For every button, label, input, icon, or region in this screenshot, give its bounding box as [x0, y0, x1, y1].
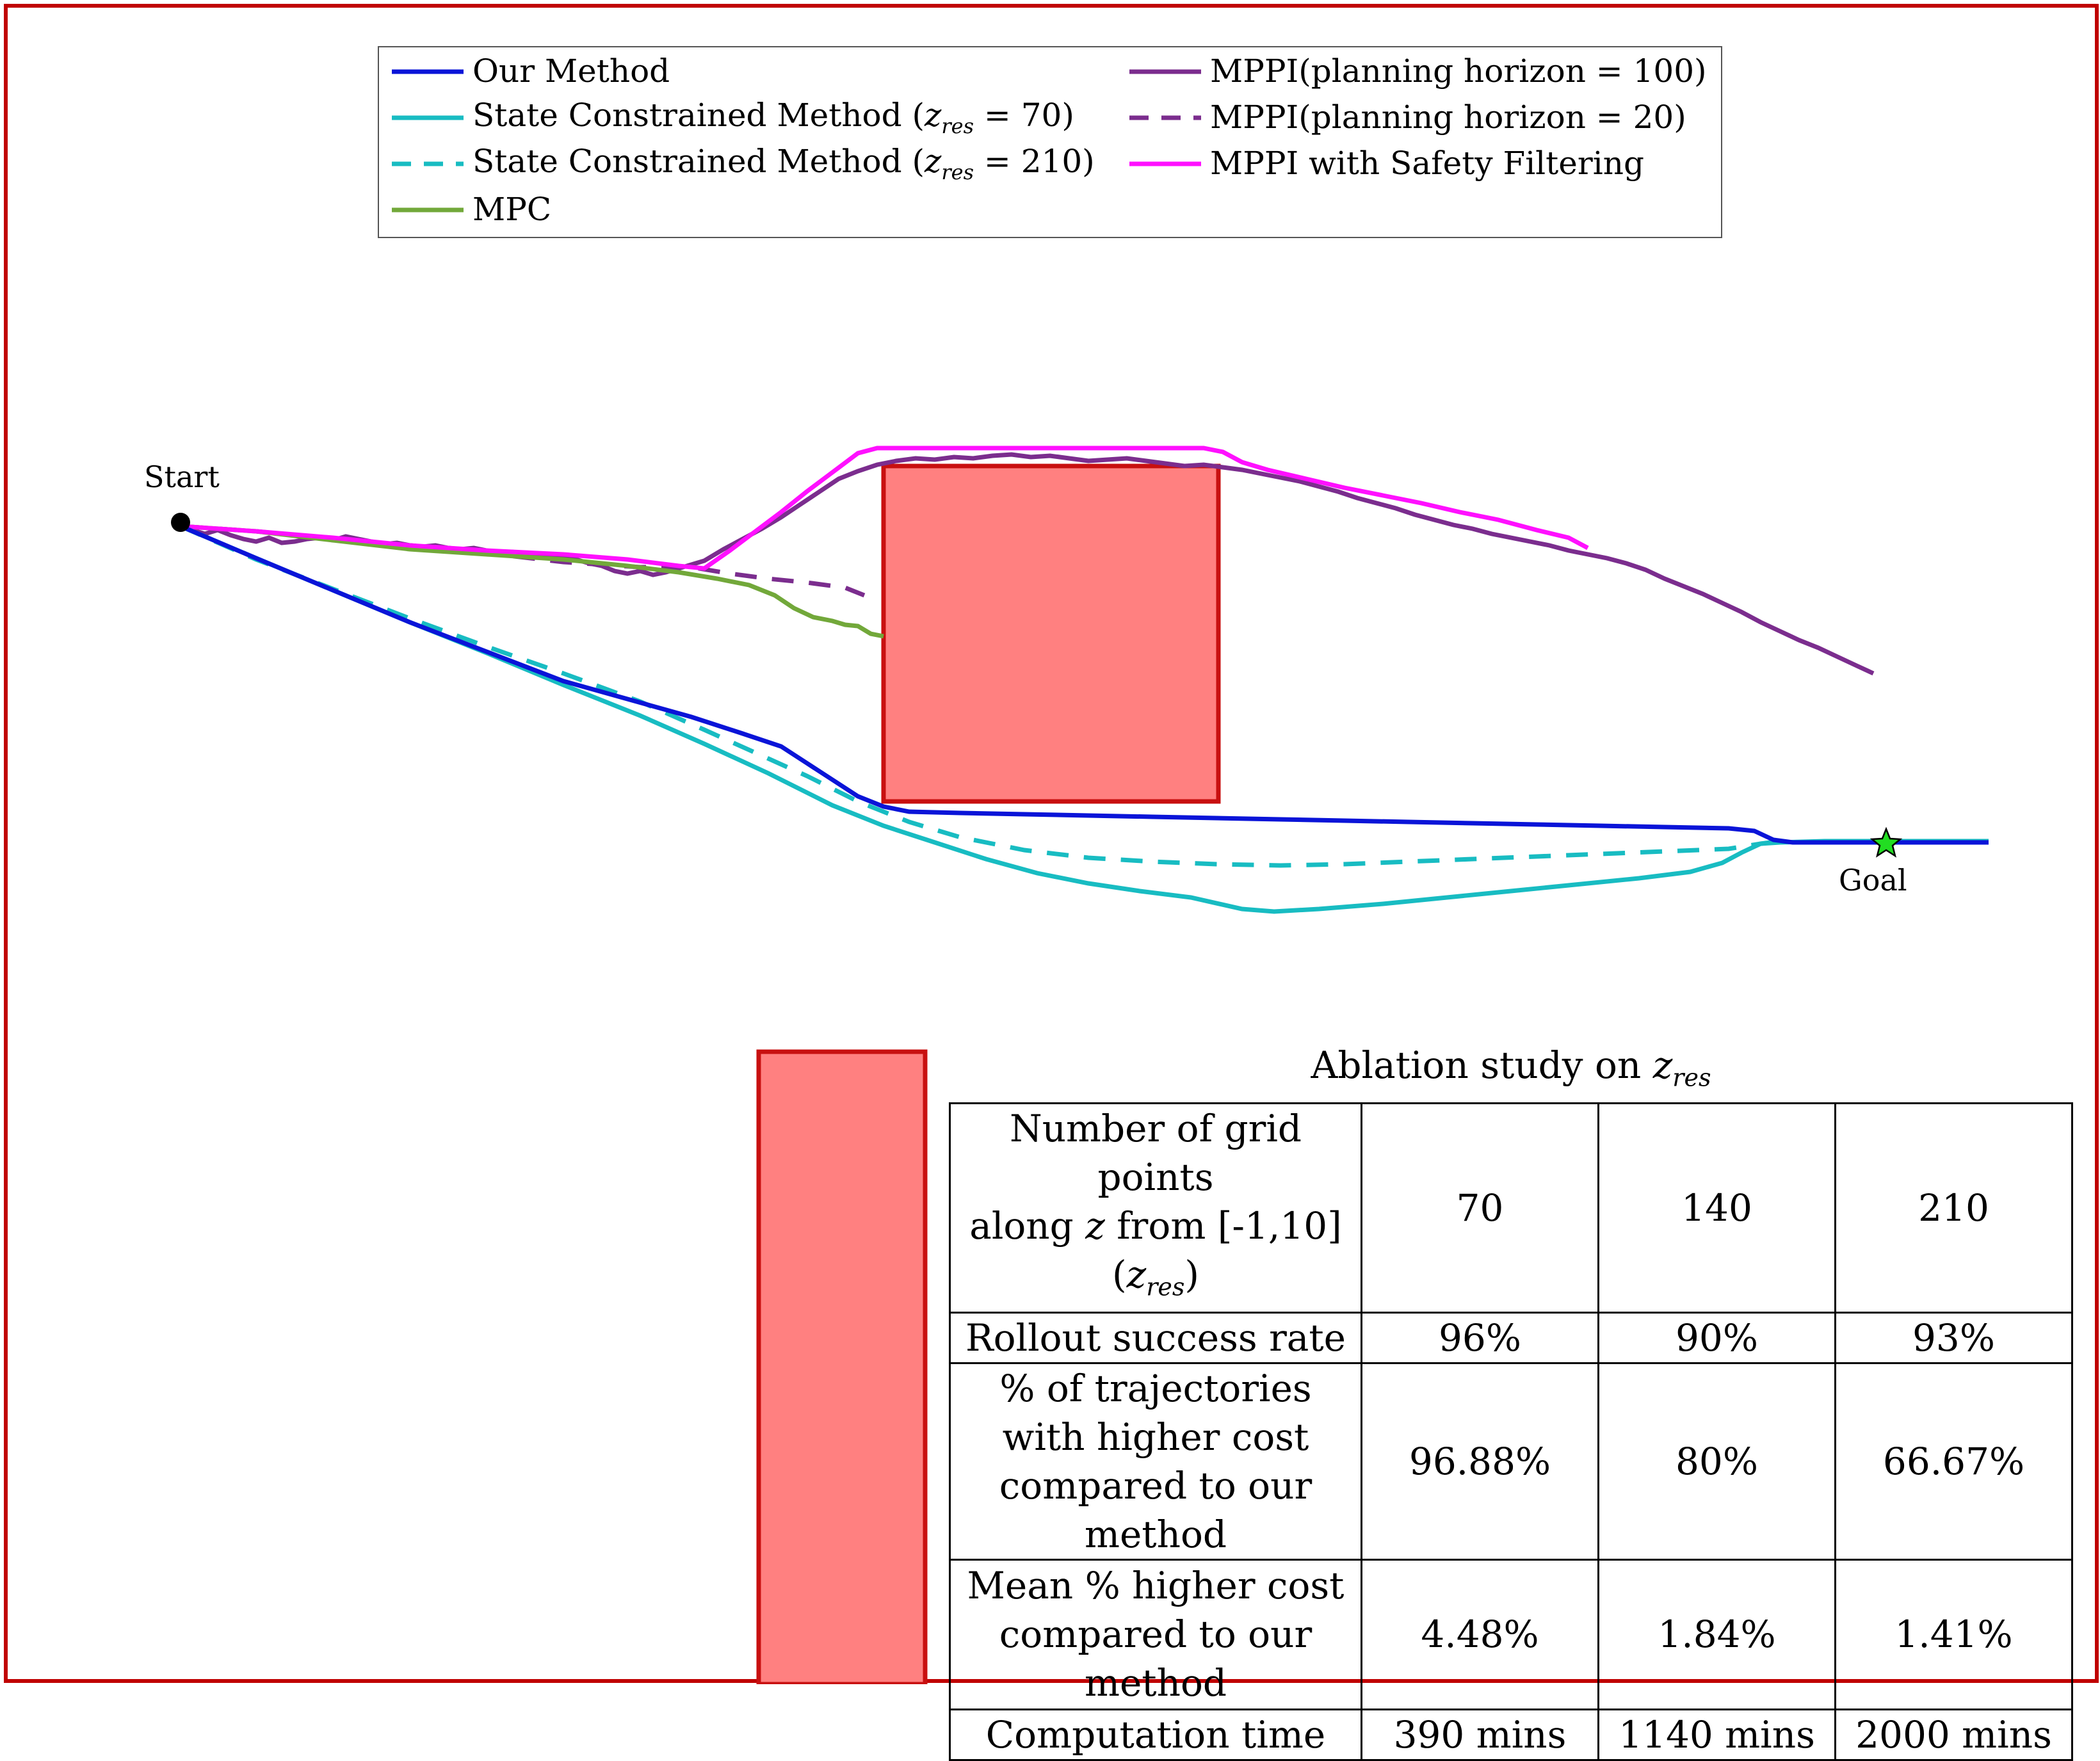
table-cell: 390 mins: [1361, 1708, 1599, 1761]
table-cell: 96.88%: [1361, 1362, 1599, 1561]
obstacle-bottom: [756, 1049, 928, 1684]
legend-label: MPPI(planning horizon = 20): [1210, 99, 1686, 136]
legend-swatch: [389, 141, 466, 186]
legend-item-our-method: Our Method: [389, 49, 670, 93]
legend-item-mpc: MPC: [389, 187, 551, 232]
table-cell: 96%: [1361, 1311, 1599, 1364]
legend-label: State Constrained Method (zres = 70): [472, 96, 1074, 138]
table-cell: 93%: [1834, 1311, 2073, 1364]
goal-label: Goal: [1839, 863, 1907, 897]
table-row-label: % of trajectories with higher cost compa…: [949, 1362, 1362, 1561]
trajectory-state-constrained-210: [179, 524, 1781, 868]
table-row-label: Mean % higher cost compared to our metho…: [949, 1558, 1362, 1710]
legend-swatch: [1127, 141, 1204, 186]
legend-label: Our Method: [472, 52, 670, 90]
table-cell: 1.84%: [1597, 1558, 1836, 1710]
table-row-label: Rollout success rate: [949, 1311, 1362, 1364]
trajectory-mpc: [180, 524, 884, 639]
legend-swatch: [1127, 95, 1204, 140]
table-cell: 1140 mins: [1597, 1708, 1836, 1761]
table-header-cell: 210: [1834, 1102, 2073, 1314]
table-header-row: Number of grid points along z from [-1,1…: [949, 1102, 2073, 1314]
legend-label: MPPI(planning horizon = 100): [1210, 52, 1707, 90]
ablation-table: Number of grid points along z from [-1,1…: [949, 1102, 2073, 1761]
table-cell: 1.41%: [1834, 1558, 2073, 1710]
legend-item-mppi-20: MPPI(planning horizon = 20): [1127, 95, 1686, 140]
table-title: Ablation study on zres: [1311, 1043, 1711, 1092]
table-row-label: Computation time: [949, 1708, 1362, 1761]
table-row: Rollout success rate 96% 90% 93%: [949, 1311, 2073, 1364]
legend-item-state-constrained-70: State Constrained Method (zres = 70): [389, 95, 1074, 140]
trajectory-our-method: [179, 524, 1989, 845]
table-row: % of trajectories with higher cost compa…: [949, 1362, 2073, 1561]
trajectory-plot: [171, 446, 1989, 1684]
legend-item-state-constrained-210: State Constrained Method (zres = 210): [389, 141, 1095, 186]
legend: Our Method State Constrained Method (zre…: [378, 46, 1722, 238]
legend-swatch: [389, 49, 466, 93]
goal-star-icon: [1870, 826, 1903, 858]
start-marker-icon: [171, 513, 190, 532]
legend-label: State Constrained Method (zres = 210): [472, 142, 1095, 184]
table-cell: 4.48%: [1361, 1558, 1599, 1710]
table-header-cell: 140: [1597, 1102, 1836, 1314]
table-cell: 90%: [1597, 1311, 1836, 1364]
table-cell: 2000 mins: [1834, 1708, 2073, 1761]
legend-item-mppi-100: MPPI(planning horizon = 100): [1127, 49, 1707, 93]
legend-swatch: [389, 95, 466, 140]
legend-label: MPPI with Safety Filtering: [1210, 145, 1644, 182]
legend-item-mppi-safety: MPPI with Safety Filtering: [1127, 141, 1644, 186]
trajectory-mppi-safety: [180, 446, 1589, 571]
legend-swatch: [389, 187, 466, 232]
trajectory-state-constrained-70: [179, 524, 1989, 914]
table-row: Computation time 390 mins 1140 mins 2000…: [949, 1708, 2073, 1761]
obstacle-main: [881, 463, 1221, 804]
legend-label: MPC: [472, 191, 552, 228]
table-row: Mean % higher cost compared to our metho…: [949, 1558, 2073, 1710]
start-label: Start: [144, 460, 220, 494]
table-header-label: Number of grid points along z from [-1,1…: [949, 1102, 1362, 1314]
table-cell: 80%: [1597, 1362, 1836, 1561]
table-header-cell: 70: [1361, 1102, 1599, 1314]
legend-swatch: [1127, 49, 1204, 93]
table-cell: 66.67%: [1834, 1362, 2073, 1561]
